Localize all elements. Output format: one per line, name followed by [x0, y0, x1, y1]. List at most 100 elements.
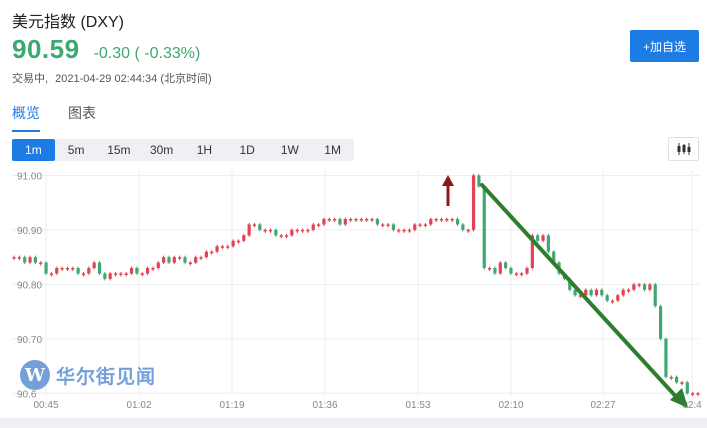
interval-selector: 1m 5m 15m 30m 1H 1D 1W 1M	[12, 139, 354, 161]
trading-status: 交易中, 2021-04-29 02:44:34 (北京时间)	[12, 70, 216, 86]
candle	[600, 289, 604, 296]
candle	[514, 273, 518, 275]
candle	[664, 338, 668, 377]
tab-overview[interactable]: 概览	[12, 103, 40, 132]
candle	[103, 273, 107, 279]
candle	[365, 219, 369, 221]
status-text: 交易中,	[12, 73, 49, 85]
x-tick-label: 02:10	[498, 400, 523, 411]
candle	[194, 257, 198, 263]
candle	[632, 284, 636, 290]
candle	[359, 219, 363, 221]
candle	[76, 268, 80, 274]
candle	[413, 224, 417, 230]
candles	[12, 173, 700, 397]
candle	[33, 257, 37, 263]
candle	[140, 273, 144, 275]
candle	[407, 229, 412, 232]
price-chart[interactable]: 91.00 90.90 90.80 90.70 90.6 00:45 01:02 01:19…	[0, 168, 707, 418]
y-axis-labels: 91.00 90.90 90.80 90.70 90.6	[17, 171, 42, 400]
candle	[23, 257, 27, 263]
candle	[477, 175, 481, 187]
y-tick-label: 90.70	[17, 335, 42, 346]
y-tick-label: 91.00	[17, 171, 42, 182]
candle	[268, 229, 273, 232]
candle	[691, 393, 695, 395]
candle	[39, 262, 43, 265]
candle	[520, 273, 524, 275]
candle	[284, 235, 289, 237]
candle	[322, 219, 326, 225]
candle	[44, 262, 48, 274]
candle	[71, 268, 75, 270]
candle	[204, 251, 208, 258]
candle	[391, 224, 396, 230]
candle	[129, 268, 134, 274]
down-arrow-head	[670, 388, 688, 408]
wallstreetcn-logo-icon: W	[20, 360, 50, 390]
candle	[210, 251, 214, 254]
chart-type-button[interactable]	[668, 137, 699, 161]
candle	[434, 219, 438, 221]
add-watchlist-button[interactable]: +加自选	[630, 30, 699, 62]
price-change: -0.30 ( -0.33%)	[93, 45, 201, 62]
interval-15m[interactable]: 15m	[107, 143, 131, 157]
bottom-strip	[0, 418, 707, 428]
candle	[247, 224, 251, 236]
candle	[493, 268, 497, 274]
candle	[605, 295, 609, 301]
candle	[28, 257, 32, 263]
candle	[343, 219, 347, 225]
watermark: W 华尔街见闻	[20, 360, 156, 390]
candle	[669, 376, 673, 379]
interval-1w[interactable]: 1W	[280, 143, 299, 157]
down-arrow-shaft	[480, 183, 682, 403]
page-title: 美元指数 (DXY)	[12, 14, 125, 31]
candle	[397, 229, 401, 232]
candle	[311, 224, 315, 230]
candle	[354, 219, 358, 221]
candle	[386, 224, 390, 226]
candle	[610, 300, 615, 303]
candle	[589, 289, 593, 296]
interval-1h[interactable]: 1H	[196, 143, 213, 157]
candle	[626, 289, 631, 292]
candle	[226, 246, 230, 248]
candle	[445, 219, 449, 221]
price-row: 90.59 -0.30 ( -0.33%)	[12, 34, 200, 65]
candle	[145, 268, 150, 274]
candle	[215, 246, 219, 252]
candle	[306, 229, 310, 232]
x-axis-labels: 00:45 01:02 01:19 01:36 01:53 02:10 02:27 02:4	[33, 400, 702, 411]
candle	[685, 382, 689, 394]
candle	[162, 257, 166, 263]
candle	[279, 235, 283, 237]
candle	[65, 268, 70, 270]
candle	[482, 186, 486, 269]
interval-5m[interactable]: 5m	[67, 143, 85, 157]
interval-1d[interactable]: 1D	[239, 143, 255, 157]
interval-30m[interactable]: 30m	[149, 143, 174, 157]
candle	[381, 224, 385, 226]
candle	[327, 219, 331, 221]
interval-1mo[interactable]: 1M	[324, 143, 341, 157]
candle	[167, 257, 171, 263]
candle	[509, 268, 513, 274]
view-tabs: 概览 图表	[12, 103, 124, 132]
candlestick-icon	[677, 143, 690, 155]
candle	[97, 262, 102, 274]
candle	[290, 229, 294, 236]
interval-1m[interactable]: 1m	[12, 139, 55, 161]
candle	[87, 268, 91, 274]
watermark-text: 华尔街见闻	[56, 365, 157, 388]
candle	[300, 229, 305, 232]
candle	[541, 235, 545, 241]
candle	[653, 284, 657, 307]
candle	[12, 257, 16, 259]
candle	[333, 219, 337, 221]
candle	[199, 257, 203, 259]
candle	[423, 224, 428, 226]
y-tick-label: 90.80	[17, 280, 42, 291]
tab-chart[interactable]: 图表	[68, 105, 96, 121]
candle	[338, 219, 342, 225]
